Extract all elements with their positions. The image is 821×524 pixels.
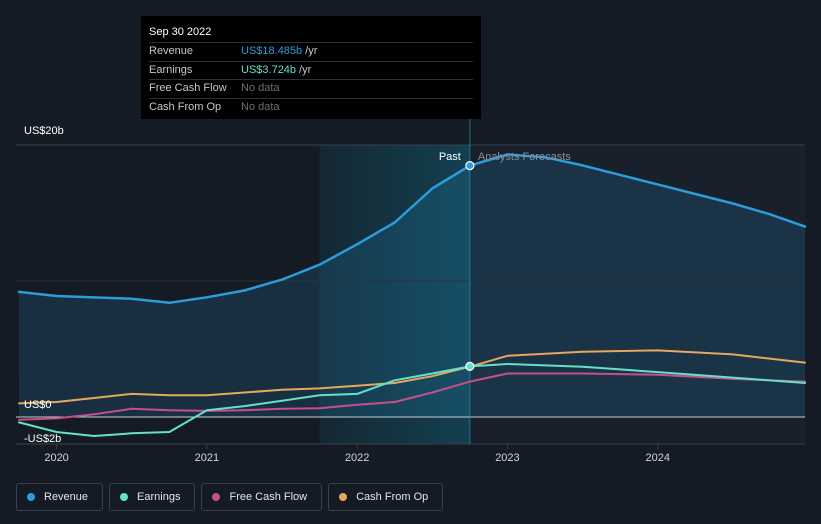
- revenue-dot-icon: [27, 493, 35, 501]
- cash-from-op-dot-icon: [339, 493, 348, 501]
- tooltip-date: Sep 30 2022: [149, 26, 212, 38]
- hover-marker-earnings: [465, 361, 475, 371]
- past-label: Past: [439, 151, 461, 163]
- tooltip-label: Free Cash Flow: [149, 82, 227, 94]
- legend-item-free-cash-flow[interactable]: Free Cash Flow: [201, 483, 323, 511]
- tooltip-value: No data: [241, 100, 280, 113]
- series-line-earnings: [18, 363, 806, 437]
- hover-marker-revenue: [465, 161, 475, 171]
- tooltip-row-cash-from-op: Cash From Op No data: [149, 97, 473, 117]
- legend-item-earnings[interactable]: Earnings: [109, 483, 196, 511]
- tooltip-row-free-cash-flow: Free Cash Flow No data: [149, 79, 473, 98]
- legend-item-cash-from-op[interactable]: Cash From Op: [328, 483, 444, 511]
- tooltip-value: US$18.485b: [241, 45, 303, 57]
- earnings-dot-icon: [120, 493, 129, 501]
- y-axis-label: US$20b: [24, 125, 64, 137]
- x-tick-label: 2024: [645, 452, 669, 464]
- legend-label: Free Cash Flow: [229, 491, 308, 503]
- x-tick-label: 2020: [44, 452, 68, 464]
- tooltip-unit: /yr: [299, 63, 312, 76]
- legend: Revenue Earnings Free Cash Flow Cash Fro…: [16, 483, 444, 511]
- series-line-cash-from-op: [18, 349, 806, 405]
- tooltip-label: Cash From Op: [149, 100, 222, 113]
- free-cash-flow-dot-icon: [212, 493, 221, 501]
- forecast-region: [469, 145, 805, 444]
- tooltip-label: Revenue: [149, 45, 194, 57]
- x-tick-label: 2023: [495, 452, 519, 464]
- y-axis-label: US$0: [24, 399, 52, 411]
- tooltip-value: US$3.724b: [241, 63, 297, 76]
- x-tick-label: 2022: [345, 452, 369, 464]
- tooltip-value: No data: [241, 82, 280, 94]
- legend-item-revenue[interactable]: Revenue: [16, 483, 104, 511]
- series-line-free-cash-flow: [18, 372, 806, 421]
- series-line-revenue: [17, 153, 807, 305]
- tooltip-row-revenue: Revenue US$18.485b /yr: [149, 42, 473, 61]
- tooltip-row-earnings: Earnings US$3.724b /yr: [149, 60, 473, 80]
- tooltip-panel: Sep 30 2022 Revenue US$18.485b /yr Earni…: [141, 16, 481, 119]
- legend-label: Revenue: [44, 491, 89, 503]
- tooltip-label: Earnings: [149, 63, 193, 76]
- legend-label: Earnings: [137, 491, 181, 503]
- forecast-label: Analysts Forecasts: [478, 151, 571, 163]
- y-axis-label: -US$2b: [24, 433, 61, 445]
- tooltip-unit: /yr: [305, 45, 318, 57]
- x-tick-label: 2021: [195, 452, 219, 464]
- legend-label: Cash From Op: [356, 491, 429, 503]
